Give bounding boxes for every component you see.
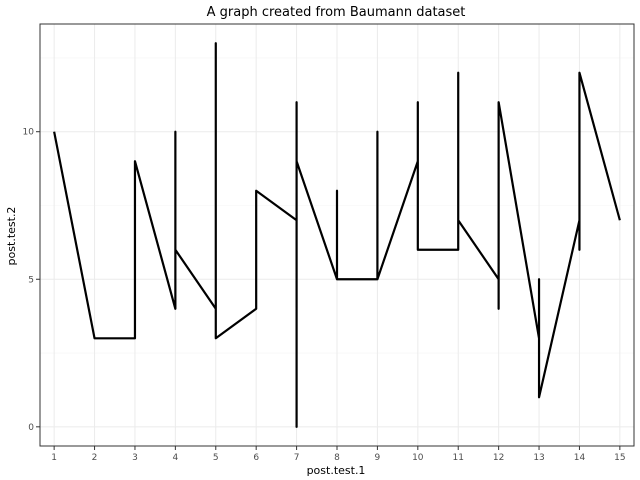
x-tick-label: 15 [614,453,625,463]
x-tick-label: 3 [132,453,138,463]
y-tick-label: 0 [28,423,34,433]
series-lines [53,42,621,428]
y-tick-label: 10 [23,128,35,138]
x-tick-label: 6 [253,453,259,463]
x-tick-label: 9 [375,453,381,463]
x-tick-label: 7 [294,453,300,463]
x-tick-label: 8 [334,453,340,463]
x-tick-label: 1 [51,453,57,463]
x-tick-label: 12 [493,453,504,463]
x-tick-label: 11 [452,453,463,463]
y-axis-ticks: 0 5 10 [23,128,40,433]
x-tick-label: 13 [533,453,544,463]
series-line [53,42,621,428]
x-tick-label: 2 [92,453,98,463]
y-axis-title: post.test.2 [5,207,18,266]
chart-title: A graph created from Baumann dataset [207,5,466,20]
x-tick-label: 10 [412,453,424,463]
x-axis-title: post.test.1 [307,464,366,477]
x-tick-label: 14 [574,453,586,463]
y-tick-label: 5 [28,275,34,285]
x-tick-label: 5 [213,453,219,463]
x-tick-label: 4 [173,453,179,463]
x-axis-ticks: 1 2 3 4 5 6 7 8 9 10 11 12 13 14 15 [51,446,626,463]
